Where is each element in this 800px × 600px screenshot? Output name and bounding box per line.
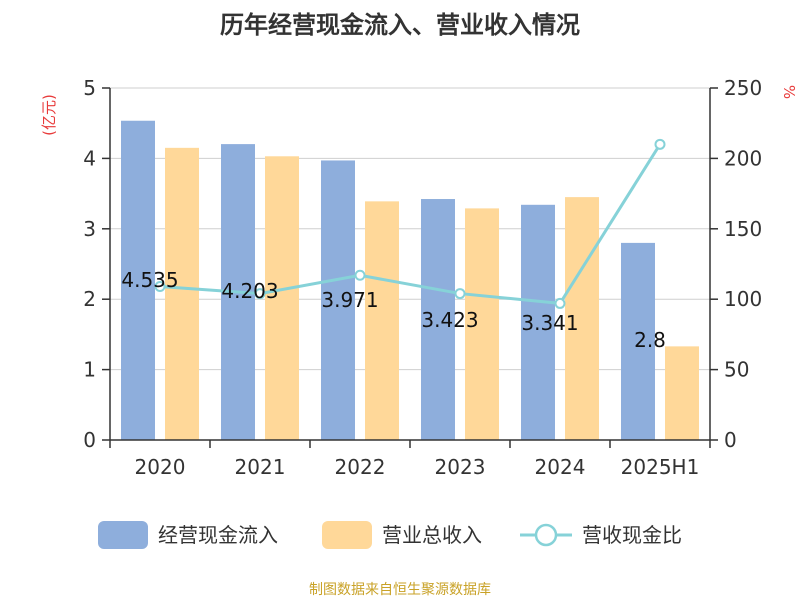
bar-cash-inflow <box>621 242 655 440</box>
bar-revenue <box>565 197 599 440</box>
legend-label-ratio: 营收现金比 <box>582 523 682 547</box>
left-axis-unit: (亿元) <box>40 94 58 136</box>
data-labels: 4.535 4.203 3.971 3.423 3.341 2.8 <box>121 268 666 352</box>
legend: 经营现金流入 营业总收入 营收现金比 <box>98 521 682 549</box>
bars <box>121 120 699 441</box>
ratio-point <box>554 297 566 309</box>
ratio-point <box>254 288 266 300</box>
left-axis-tick-label: 2 <box>83 287 96 311</box>
bar-revenue <box>165 147 199 440</box>
right-axis-tick-label: 0 <box>724 428 737 452</box>
x-axis-tick-label: 2024 <box>535 455 586 479</box>
data-label-cash-inflow: 2.8 <box>634 328 666 352</box>
data-label-cash-inflow: 3.971 <box>321 288 378 312</box>
grid <box>110 87 710 371</box>
data-label-cash-inflow: 4.203 <box>221 279 278 303</box>
ratio-line <box>154 138 666 309</box>
x-axis-tick-label: 2025H1 <box>621 455 700 479</box>
x-axis-tick-label: 2022 <box>335 455 386 479</box>
right-axis-tick-label: 250 <box>724 76 762 100</box>
ratio-point <box>654 138 666 150</box>
right-axis-tick-label: 200 <box>724 146 762 170</box>
right-axis-unit: % <box>780 85 798 99</box>
bar-revenue <box>465 208 499 440</box>
right-axis-tick-label: 50 <box>724 358 749 382</box>
ratio-line-path <box>159 143 662 306</box>
legend-label-cash-inflow: 经营现金流入 <box>158 523 278 547</box>
ratio-point <box>454 288 466 300</box>
legend-swatch-cash-inflow <box>98 521 148 549</box>
legend-marker-ratio <box>534 523 558 547</box>
bar-cash-inflow <box>421 199 455 440</box>
bar-cash-inflow <box>321 160 355 441</box>
ratio-point <box>354 269 366 281</box>
ratio-point <box>154 281 166 293</box>
bar-revenue <box>365 201 399 440</box>
data-label-cash-inflow: 3.341 <box>521 311 578 335</box>
left-axis-tick-label: 1 <box>83 358 96 382</box>
x-axis-tick-label: 2023 <box>435 455 486 479</box>
left-axis-tick-label: 5 <box>83 76 96 100</box>
legend-label-revenue: 营业总收入 <box>382 523 482 547</box>
source-note: 制图数据来自恒生聚源数据库 <box>309 582 491 598</box>
right-axis-tick-label: 100 <box>724 287 762 311</box>
bar-cash-inflow <box>521 204 555 440</box>
right-axis-tick-label: 150 <box>724 217 762 241</box>
legend-swatch-revenue <box>322 521 372 549</box>
x-axis-tick-label: 2021 <box>235 455 286 479</box>
bar-cash-inflow <box>121 120 155 441</box>
data-label-cash-inflow: 3.423 <box>421 308 478 332</box>
left-axis-tick-label: 3 <box>83 217 96 241</box>
bar-revenue <box>265 156 299 440</box>
chart-title: 历年经营现金流入、营业收入情况 <box>220 11 580 39</box>
left-axis-tick-label: 4 <box>83 146 96 170</box>
x-axis-tick-label: 2020 <box>135 455 186 479</box>
bar-revenue <box>665 346 699 440</box>
data-label-cash-inflow: 4.535 <box>121 268 178 292</box>
left-axis-tick-label: 0 <box>83 428 96 452</box>
